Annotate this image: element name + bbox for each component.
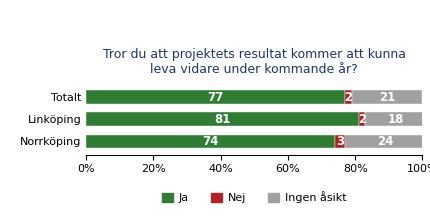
Bar: [86, 90, 344, 104]
Text: 2: 2: [357, 113, 365, 126]
Bar: [364, 112, 425, 126]
Bar: [344, 135, 425, 148]
Text: 21: 21: [378, 91, 394, 104]
Bar: [351, 90, 421, 104]
Text: 74: 74: [202, 135, 218, 148]
Text: 2: 2: [344, 91, 352, 104]
Bar: [334, 135, 344, 148]
Text: 3: 3: [335, 135, 343, 148]
Title: Tror du att projektets resultat kommer att kunna
leva vidare under kommande år?: Tror du att projektets resultat kommer a…: [102, 48, 405, 76]
Text: 18: 18: [387, 113, 403, 126]
Bar: [344, 90, 351, 104]
Text: 77: 77: [207, 91, 223, 104]
Legend: Ja, Nej, Ingen åsikt: Ja, Nej, Ingen åsikt: [157, 187, 350, 208]
Text: 81: 81: [214, 113, 230, 126]
Bar: [86, 135, 334, 148]
Bar: [86, 112, 358, 126]
Bar: [358, 112, 364, 126]
Text: 24: 24: [376, 135, 393, 148]
